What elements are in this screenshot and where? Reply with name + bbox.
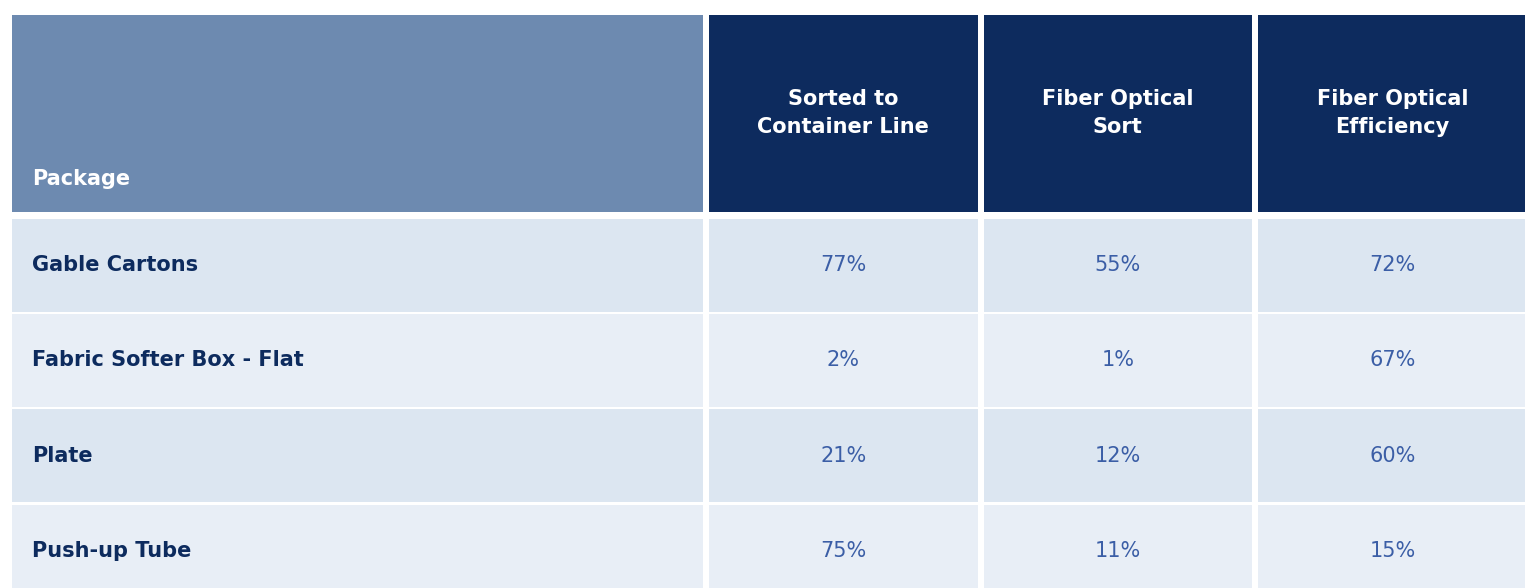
Text: 12%: 12%	[1095, 446, 1141, 466]
Text: Sorted to
Container Line: Sorted to Container Line	[758, 89, 929, 137]
Text: Fiber Optical
Efficiency: Fiber Optical Efficiency	[1316, 89, 1469, 137]
Text: 77%: 77%	[820, 255, 866, 275]
FancyBboxPatch shape	[12, 314, 703, 407]
FancyBboxPatch shape	[1258, 409, 1525, 502]
FancyBboxPatch shape	[709, 219, 978, 312]
Text: 67%: 67%	[1369, 350, 1415, 370]
Text: Gable Cartons: Gable Cartons	[32, 255, 198, 275]
Text: 60%: 60%	[1369, 446, 1415, 466]
FancyBboxPatch shape	[1258, 219, 1525, 312]
Text: Push-up Tube: Push-up Tube	[32, 541, 192, 561]
FancyBboxPatch shape	[709, 15, 978, 212]
FancyBboxPatch shape	[709, 314, 978, 407]
Bar	[12, 212, 1525, 219]
FancyBboxPatch shape	[1258, 15, 1525, 212]
FancyBboxPatch shape	[984, 314, 1252, 407]
Text: 15%: 15%	[1369, 541, 1415, 561]
Text: Package: Package	[32, 169, 130, 189]
FancyBboxPatch shape	[984, 505, 1252, 588]
Text: 11%: 11%	[1095, 541, 1141, 561]
FancyBboxPatch shape	[984, 219, 1252, 312]
Text: 21%: 21%	[820, 446, 866, 466]
FancyBboxPatch shape	[12, 505, 703, 588]
FancyBboxPatch shape	[984, 409, 1252, 502]
FancyBboxPatch shape	[1258, 505, 1525, 588]
Text: 2%: 2%	[827, 350, 860, 370]
Text: 1%: 1%	[1101, 350, 1135, 370]
FancyBboxPatch shape	[12, 409, 703, 502]
Text: 72%: 72%	[1369, 255, 1415, 275]
FancyBboxPatch shape	[984, 15, 1252, 212]
Text: Fiber Optical
Sort: Fiber Optical Sort	[1042, 89, 1194, 137]
Text: 55%: 55%	[1095, 255, 1141, 275]
FancyBboxPatch shape	[1258, 314, 1525, 407]
FancyBboxPatch shape	[12, 219, 703, 312]
FancyBboxPatch shape	[709, 409, 978, 502]
FancyBboxPatch shape	[709, 505, 978, 588]
Text: Fabric Softer Box - Flat: Fabric Softer Box - Flat	[32, 350, 303, 370]
Text: Plate: Plate	[32, 446, 93, 466]
Text: 75%: 75%	[820, 541, 866, 561]
FancyBboxPatch shape	[12, 15, 703, 212]
